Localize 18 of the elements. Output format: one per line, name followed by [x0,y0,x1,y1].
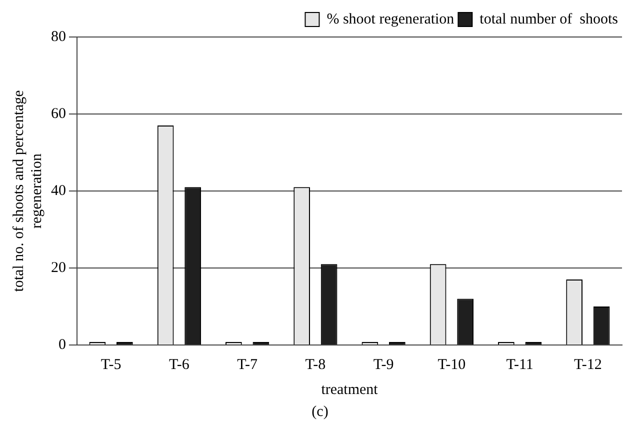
x-axis-title: treatment [321,382,379,398]
x-tick-label: T-6 [169,356,190,373]
x-tick-label: T-5 [100,356,122,373]
x-tick-label: T-9 [373,356,394,373]
x-tick-label: T-11 [506,356,534,373]
text: (c) [310,403,330,421]
legend-label: % shoot regeneration [326,11,455,28]
x-tick-label: T-7 [237,356,258,373]
x-tick-label: T-8 [305,356,326,373]
x-tick-label: T-12 [574,356,602,373]
y-tick-label: 40 [51,182,66,199]
y-axis-title: total no. of shoots and percentage regeneration [10,90,45,292]
y-tick-label: 20 [51,260,66,276]
x-tick-label: T-10 [438,356,466,373]
legend-label: total number of shoots [480,11,618,28]
y-tick-label: 0 [58,336,66,353]
y-tick-label: 80 [51,28,66,45]
y-tick-label: 60 [51,106,66,122]
